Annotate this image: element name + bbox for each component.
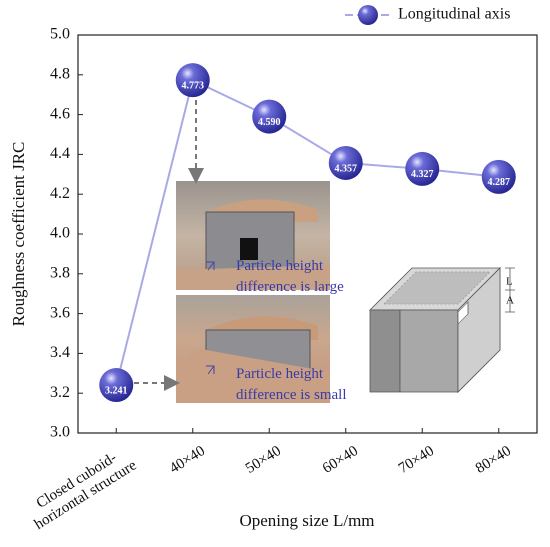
value-label: 3.241 — [105, 385, 128, 396]
height-mark — [206, 261, 215, 271]
legend-label: Longitudinal axis — [398, 6, 510, 23]
value-label: 4.327 — [411, 169, 434, 180]
height-mark — [206, 365, 215, 375]
y-tick-label: 3.6 — [50, 304, 70, 321]
marker — [405, 151, 440, 186]
y-tick-label: 3.8 — [50, 264, 70, 281]
diagram-label: L — [506, 276, 513, 288]
legend-marker — [358, 5, 378, 25]
value-label: 4.773 — [182, 80, 205, 91]
y-tick-label: 4.8 — [50, 65, 70, 82]
y-tick-label: 4.4 — [50, 145, 70, 162]
y-tick-label: 4.6 — [50, 105, 70, 122]
annotation: Particle height difference is small — [236, 366, 347, 403]
y-tick-label: 3.2 — [50, 384, 70, 401]
y-tick-label: 3.4 — [50, 344, 70, 361]
marker — [99, 368, 134, 403]
marker — [252, 99, 287, 134]
y-tick-label: 4.0 — [50, 225, 70, 242]
annotation: Particle height difference is large — [236, 258, 344, 295]
marker — [328, 145, 363, 180]
value-label: 4.590 — [258, 117, 281, 128]
value-label: 4.357 — [335, 163, 358, 174]
diagram-label: A — [506, 295, 514, 307]
cuboid-diagram — [369, 267, 515, 393]
value-label: 4.287 — [488, 177, 511, 188]
photo-small — [176, 295, 330, 403]
x-axis-title: Opening size L/mm — [239, 511, 374, 530]
y-axis-title: Roughness coefficient JRC — [9, 142, 28, 327]
y-tick-label: 3.0 — [50, 424, 70, 441]
marker — [481, 159, 516, 194]
marker — [175, 63, 210, 98]
photo-large — [176, 181, 330, 290]
y-tick-label: 5.0 — [50, 26, 70, 43]
y-tick-label: 4.2 — [50, 185, 70, 202]
